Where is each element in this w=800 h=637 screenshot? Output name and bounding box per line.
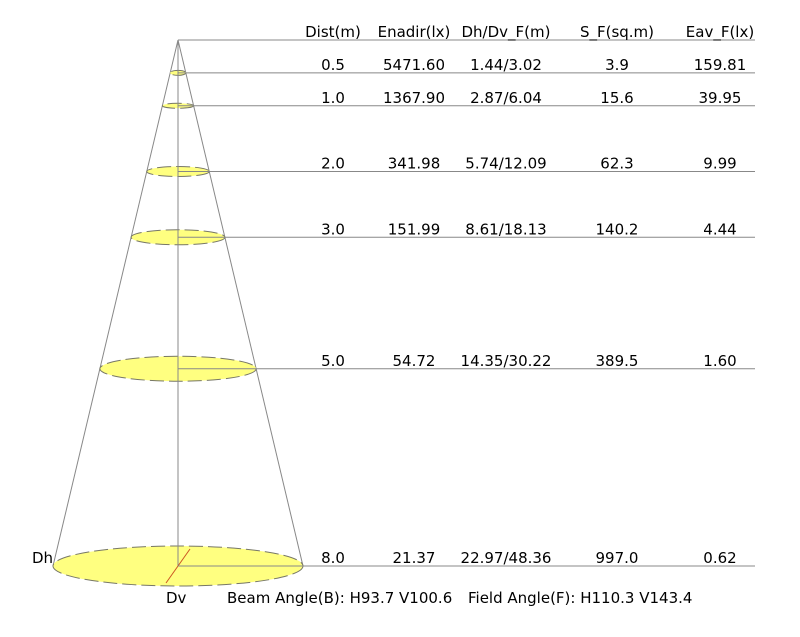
- table-cell-dhdv: 22.97/48.36: [461, 549, 552, 567]
- cone-right-edge: [177, 39, 304, 567]
- table-cell-eav: 9.99: [703, 155, 736, 173]
- table-cell-eav: 159.81: [694, 56, 747, 74]
- dv-label: Dv: [166, 589, 187, 607]
- table-cell-sf: 15.6: [600, 89, 633, 107]
- table-cell-dhdv: 2.87/6.04: [470, 89, 542, 107]
- table-cell-eav: 4.44: [703, 220, 736, 238]
- table-cell-sf: 389.5: [596, 352, 639, 370]
- table-cell-enadir: 1367.90: [383, 89, 445, 107]
- table-cell-dist: 2.0: [321, 155, 345, 173]
- table-cell-dist: 8.0: [321, 549, 345, 567]
- column-header: S_F(sq.m): [580, 23, 654, 42]
- table-cell-dhdv: 8.61/18.13: [465, 220, 546, 238]
- table-cell-sf: 140.2: [596, 220, 639, 238]
- table-cell-dhdv: 5.74/12.09: [465, 155, 546, 173]
- beam-cone: [52, 39, 755, 587]
- table-header: Dist(m) Enadir(lx) Dh/Dv_F(m) S_F(sq.m) Eav_…: [305, 23, 754, 42]
- table-cell-sf: 3.9: [605, 56, 629, 74]
- beam-angle-label: Beam Angle(B): H93.7 V100.6: [227, 589, 452, 607]
- table-cell-sf: 997.0: [596, 549, 639, 567]
- table-cell-enadir: 54.72: [393, 352, 436, 370]
- table-cell-dhdv: 14.35/30.22: [461, 352, 552, 370]
- column-header: Eav_F(lx): [686, 23, 754, 42]
- column-header: Dist(m): [305, 23, 361, 41]
- distance-rows: 0.5 5471.60 1.44/3.02 3.9 159.81 1.0 1367.90 2.…: [178, 56, 755, 567]
- table-cell-dist: 3.0: [321, 220, 345, 238]
- table-cell-eav: 0.62: [703, 549, 736, 567]
- table-cell-enadir: 341.98: [388, 155, 441, 173]
- table-cell-dist: 5.0: [321, 352, 345, 370]
- table-cell-enadir: 5471.60: [383, 56, 445, 74]
- table-cell-sf: 62.3: [600, 155, 633, 173]
- table-cell-dist: 0.5: [321, 56, 345, 74]
- table-cell-enadir: 151.99: [388, 220, 441, 238]
- column-header: Enadir(lx): [378, 23, 451, 41]
- cone-left-edge: [52, 39, 179, 567]
- table-cell-eav: 39.95: [699, 89, 742, 107]
- table-cell-dist: 1.0: [321, 89, 345, 107]
- column-header: Dh/Dv_F(m): [462, 23, 551, 42]
- table-cell-dhdv: 1.44/3.02: [470, 56, 542, 74]
- dh-label: Dh: [32, 549, 53, 567]
- table-cell-enadir: 21.37: [393, 549, 436, 567]
- table-cell-eav: 1.60: [703, 352, 736, 370]
- field-angle-label: Field Angle(F): H110.3 V143.4: [468, 589, 692, 607]
